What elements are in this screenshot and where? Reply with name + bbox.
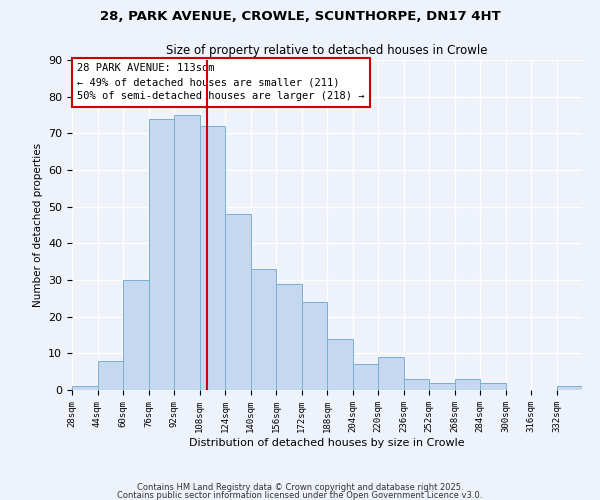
Bar	[97, 360, 123, 390]
Bar	[429, 382, 455, 390]
Text: 28 PARK AVENUE: 113sqm
← 49% of detached houses are smaller (211)
50% of semi-de: 28 PARK AVENUE: 113sqm ← 49% of detached…	[77, 64, 365, 102]
Bar	[251, 269, 276, 390]
Bar	[378, 357, 404, 390]
Bar	[174, 115, 199, 390]
Bar	[353, 364, 378, 390]
Bar	[225, 214, 251, 390]
Bar	[557, 386, 582, 390]
Bar	[276, 284, 302, 390]
Bar	[327, 338, 353, 390]
Bar	[455, 379, 480, 390]
Y-axis label: Number of detached properties: Number of detached properties	[32, 143, 43, 307]
Text: 28, PARK AVENUE, CROWLE, SCUNTHORPE, DN17 4HT: 28, PARK AVENUE, CROWLE, SCUNTHORPE, DN1…	[100, 10, 500, 23]
Bar	[149, 118, 174, 390]
X-axis label: Distribution of detached houses by size in Crowle: Distribution of detached houses by size …	[189, 438, 465, 448]
Title: Size of property relative to detached houses in Crowle: Size of property relative to detached ho…	[166, 44, 488, 58]
Bar	[404, 379, 429, 390]
Text: Contains HM Land Registry data © Crown copyright and database right 2025.: Contains HM Land Registry data © Crown c…	[137, 484, 463, 492]
Bar	[123, 280, 149, 390]
Bar	[199, 126, 225, 390]
Bar	[72, 386, 97, 390]
Bar	[480, 382, 505, 390]
Text: Contains public sector information licensed under the Open Government Licence v3: Contains public sector information licen…	[118, 490, 482, 500]
Bar	[302, 302, 327, 390]
